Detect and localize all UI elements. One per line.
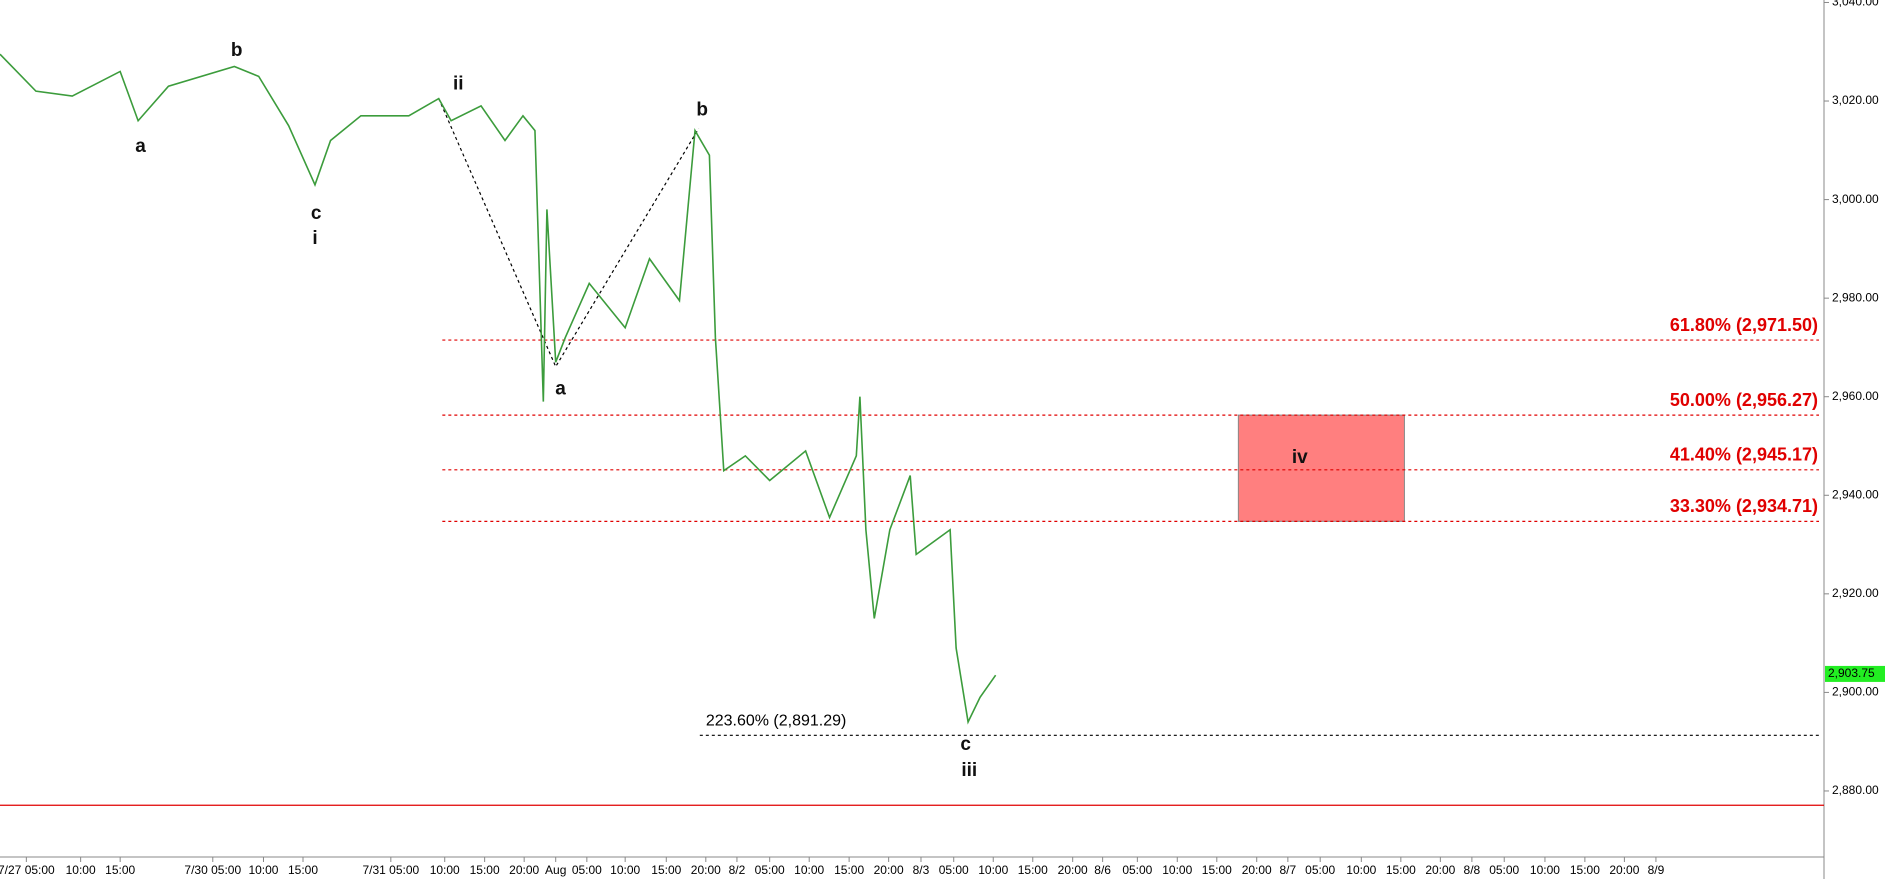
x-tick-label: 20:00 — [1609, 863, 1639, 877]
x-tick-label: 15:00 — [1386, 863, 1416, 877]
x-tick-label: 05:00 — [1122, 863, 1152, 877]
x-tick-label: 05:00 — [939, 863, 969, 877]
x-tick-label: 05:00 — [1489, 863, 1519, 877]
wave-label: b — [696, 99, 708, 120]
x-tick-label: 20:00 — [509, 863, 539, 877]
fib-label: 223.60% (2,891.29) — [706, 713, 847, 730]
wave-label: a — [135, 136, 146, 157]
x-tick-label: 10:00 — [794, 863, 824, 877]
x-tick-label: 8/9 — [1648, 863, 1665, 877]
x-tick-label: 8/2 — [729, 863, 746, 877]
wave-label: iv — [1292, 447, 1308, 468]
x-tick-label: 10:00 — [430, 863, 460, 877]
x-tick-label: 10:00 — [1530, 863, 1560, 877]
last-price-tag — [1825, 665, 1885, 682]
x-tick-label: 20:00 — [1242, 863, 1272, 877]
fib-label: 61.80% (2,971.50) — [1670, 315, 1818, 335]
x-tick-label: 10:00 — [1162, 863, 1192, 877]
x-tick-label: 10:00 — [978, 863, 1008, 877]
last-price-label: 2,903.75 — [1828, 666, 1875, 680]
x-tick-label: 7/27 05:00 — [0, 863, 55, 877]
wave-label: ii — [453, 73, 464, 94]
x-tick-label: 20:00 — [874, 863, 904, 877]
wave-label: b — [231, 40, 243, 61]
y-tick-label: 2,980.00 — [1832, 290, 1879, 304]
x-tick-label: 10:00 — [248, 863, 278, 877]
x-tick-label: 15:00 — [1570, 863, 1600, 877]
target-box — [1237, 414, 1405, 522]
x-tick-label: 20:00 — [1425, 863, 1455, 877]
x-tick-label: 15:00 — [834, 863, 864, 877]
wave-label: c — [311, 203, 322, 224]
wave-path — [438, 98, 700, 368]
x-tick-label: 05:00 — [1305, 863, 1335, 877]
x-tick-label: 15:00 — [1018, 863, 1048, 877]
price-line — [0, 53, 997, 725]
x-tick-label: 8/3 — [913, 863, 930, 877]
x-tick-label: 8/7 — [1280, 863, 1297, 877]
y-tick-label: 3,000.00 — [1832, 192, 1879, 206]
x-tick-label: 20:00 — [1058, 863, 1088, 877]
y-tick-label: 2,940.00 — [1832, 487, 1879, 501]
fib-label: 41.40% (2,945.17) — [1670, 445, 1818, 465]
x-tick-label: 7/30 05:00 — [184, 863, 241, 877]
y-tick-label: 3,040.00 — [1832, 0, 1879, 9]
fib-label: 50.00% (2,956.27) — [1670, 390, 1818, 410]
wave-label: a — [555, 378, 566, 399]
x-tick-label: 8/6 — [1094, 863, 1111, 877]
x-tick-label: 10:00 — [1346, 863, 1376, 877]
x-tick-label: 15:00 — [470, 863, 500, 877]
wave-label: i — [312, 228, 317, 249]
y-tick-label: 2,900.00 — [1832, 685, 1879, 699]
y-tick-label: 3,020.00 — [1832, 93, 1879, 107]
x-tick-label: 10:00 — [66, 863, 96, 877]
x-tick-label: 15:00 — [105, 863, 135, 877]
x-tick-label: 05:00 — [755, 863, 785, 877]
y-tick-label: 2,960.00 — [1832, 389, 1879, 403]
x-tick-label: Aug — [545, 863, 566, 877]
fib-label: 33.30% (2,934.71) — [1670, 496, 1818, 516]
x-tick-label: 20:00 — [691, 863, 721, 877]
wave-label: c — [960, 734, 971, 755]
wave-label: iii — [961, 760, 977, 781]
x-tick-label: 10:00 — [610, 863, 640, 877]
y-tick-label: 2,880.00 — [1832, 783, 1879, 797]
x-tick-label: 8/8 — [1464, 863, 1481, 877]
y-tick-label: 2,920.00 — [1832, 586, 1879, 600]
x-tick-label: 05:00 — [572, 863, 602, 877]
x-tick-label: 15:00 — [1202, 863, 1232, 877]
x-tick-label: 15:00 — [288, 863, 318, 877]
x-tick-label: 15:00 — [651, 863, 681, 877]
x-tick-label: 7/31 05:00 — [362, 863, 419, 877]
